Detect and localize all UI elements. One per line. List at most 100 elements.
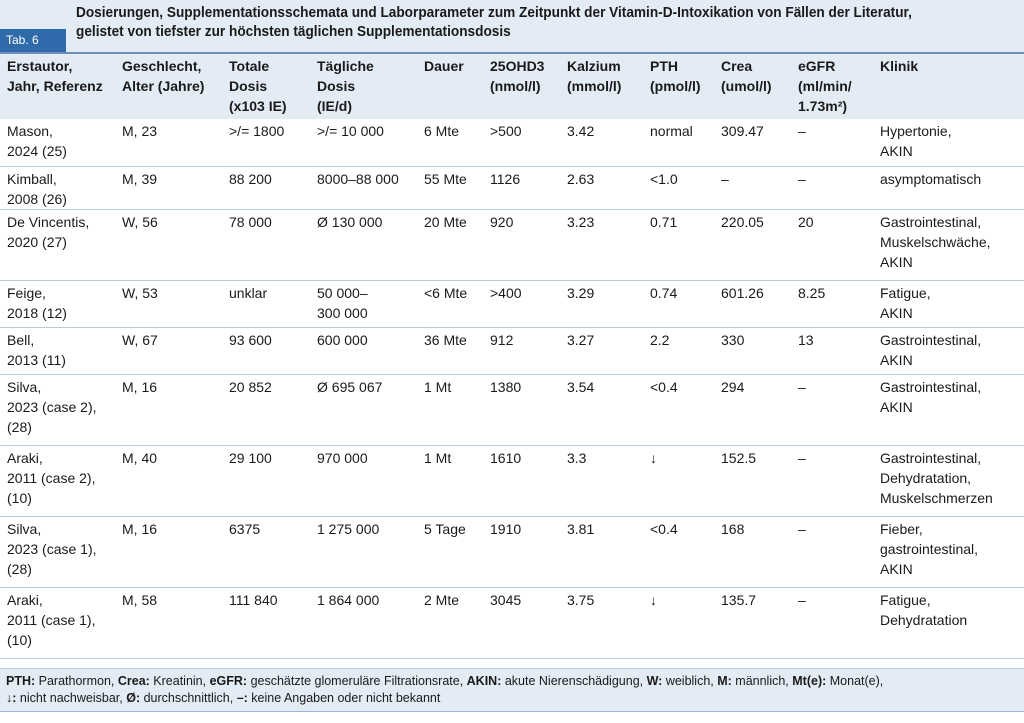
table-cell: >500 xyxy=(483,119,560,166)
column-header: Totale Dosis (x103 IE) xyxy=(222,54,310,119)
cell-text: <1.0 xyxy=(650,170,678,187)
column-header-line: Klinik xyxy=(880,58,919,74)
cell-text: 3.23 xyxy=(567,213,595,230)
footnote-text: männlich, xyxy=(731,674,793,688)
table-cell: 2.2 xyxy=(643,327,714,374)
table-cell: 1 Mt xyxy=(417,445,483,516)
cell-text: AKIN xyxy=(880,253,913,270)
cell-text: (28) xyxy=(7,418,32,435)
column-header-line: PTH xyxy=(650,58,678,74)
table-cell: – xyxy=(791,587,873,658)
cell-text: Muskelschmerzen xyxy=(880,489,993,506)
cell-text: Fatigue, xyxy=(880,284,931,301)
cell-text: 3.54 xyxy=(567,378,595,395)
cell-text: 3.27 xyxy=(567,331,595,348)
cell-text: M, 16 xyxy=(122,520,158,537)
column-header-line: (x103 IE) xyxy=(229,98,287,114)
table-cell: Silva, 2023 (case 1), (28) xyxy=(0,516,115,587)
cell-text: 6 Mte xyxy=(424,123,460,139)
footnote-text: weiblich, xyxy=(662,674,718,688)
table-cell: 55 Mte xyxy=(417,166,483,209)
cell-text: 3.75 xyxy=(567,591,595,608)
table-row: Araki, 2011 (case 2), (10) M, 40 29 100 970 0… xyxy=(0,445,1024,516)
table-cell: M, 40 xyxy=(115,445,222,516)
cell-text: Silva, xyxy=(7,378,42,395)
cell-text: – xyxy=(798,170,806,187)
footnote-abbr: Crea: xyxy=(117,674,150,688)
cell-text: <0.4 xyxy=(650,378,678,395)
table-row: Bell, 2013 (11) W, 67 93 600 600 000 36 Mte 91… xyxy=(0,327,1024,374)
table-cell: >/= 1800 xyxy=(222,119,310,166)
footnote-abbr: Mt(e): xyxy=(792,674,827,688)
column-header-line: (nmol/l) xyxy=(490,78,541,94)
cell-text: – xyxy=(798,520,806,537)
table-cell: ↓ xyxy=(643,587,714,658)
cell-text: Feige, xyxy=(7,284,46,301)
table-cell: 3.29 xyxy=(560,280,643,327)
table-cell: 6375 xyxy=(222,516,310,587)
column-header: Tägliche Dosis (IE/d) xyxy=(310,54,417,119)
table-cell: – xyxy=(791,166,873,209)
cell-text: <0.4 xyxy=(650,520,678,537)
cell-text: Fieber, xyxy=(880,520,923,537)
table-cell: 3.54 xyxy=(560,374,643,445)
cell-text: 3.81 xyxy=(567,520,595,537)
table-footnote: PTH: Parathormon, Crea: Kreatinin, eGFR:… xyxy=(0,669,1024,711)
cell-text: AKIN xyxy=(880,351,913,368)
table-cell: Silva, 2023 (case 2), (28) xyxy=(0,374,115,445)
footnote-abbr: PTH: xyxy=(6,674,36,688)
table-cell: >/= 10 000 xyxy=(310,119,417,166)
cell-text: Mason, xyxy=(7,123,53,139)
table-title-line: gelistet von tiefster zur höchsten tägli… xyxy=(76,24,511,40)
table-cell: 1 Mt xyxy=(417,374,483,445)
table-row: Silva, 2023 (case 1), (28) M, 16 6375 1 275 0… xyxy=(0,516,1024,587)
table-cell: M, 16 xyxy=(115,374,222,445)
table-cell: Ø 130 000 xyxy=(310,209,417,280)
cell-text: 111 840 xyxy=(229,591,278,608)
cell-text: 152.5 xyxy=(721,449,757,466)
cell-text: 601.26 xyxy=(721,284,764,301)
column-header-line: (IE/d) xyxy=(317,98,352,114)
footnote-text: geschätzte glomeruläre Filtrationsrate, xyxy=(247,674,467,688)
table-cell: – xyxy=(714,166,791,209)
column-header-line: (umol/l) xyxy=(721,78,772,94)
footnote-text: keine Angaben oder nicht bekannt xyxy=(247,691,441,705)
column-header-line: Alter (Jahre) xyxy=(122,78,205,94)
table-cell: 220.05 xyxy=(714,209,791,280)
table-cell: 3.23 xyxy=(560,209,643,280)
cell-text: Araki, xyxy=(7,449,43,466)
cell-text: AKIN xyxy=(880,560,913,577)
table-header-row: Erstautor, Jahr, Referenz Geschlecht, Alter… xyxy=(0,54,1024,119)
table-cell: 2 Mte xyxy=(417,587,483,658)
cell-text: 88 200 xyxy=(229,170,272,187)
cell-text: 600 000 xyxy=(317,331,368,348)
cell-text: <6 Mte xyxy=(424,284,468,301)
cell-text: 135.7 xyxy=(721,591,757,608)
cell-text: De Vincentis, xyxy=(7,213,90,230)
cell-text: – xyxy=(798,378,806,395)
table-row: Feige, 2018 (12) W, 53 unklar 50 000– 300 000… xyxy=(0,280,1024,327)
column-header-line: 25OHD3 xyxy=(490,58,545,74)
footnote-abbr: W: xyxy=(646,674,663,688)
cell-text: AKIN xyxy=(880,304,913,321)
cell-text: 20 Mte xyxy=(424,213,467,230)
footnote-abbr: eGFR: xyxy=(209,674,248,688)
cell-text: 20 852 xyxy=(229,378,272,395)
cell-text: 2.63 xyxy=(567,170,595,187)
table-title-bar: Tab. 6 Dosierungen, Supplementationssche… xyxy=(0,0,1024,52)
cell-text: M, 23 xyxy=(122,123,158,139)
table-cell: 168 xyxy=(714,516,791,587)
table-cell: 1380 xyxy=(483,374,560,445)
table-cell: <6 Mte xyxy=(417,280,483,327)
table-cell: 36 Mte xyxy=(417,327,483,374)
cell-text: 3.42 xyxy=(567,123,595,139)
cell-text: 3045 xyxy=(490,591,522,608)
cell-text: normal xyxy=(650,123,693,139)
cell-text: (10) xyxy=(7,489,32,506)
column-header-line: Tägliche xyxy=(317,58,374,74)
table-cell: Gastrointestinal, Dehydratation, Muskelsch… xyxy=(873,445,1024,516)
table-cell: 2.63 xyxy=(560,166,643,209)
table-cell: 93 600 xyxy=(222,327,310,374)
cell-text: Gastrointestinal, xyxy=(880,378,982,395)
table-cell: 5 Tage xyxy=(417,516,483,587)
